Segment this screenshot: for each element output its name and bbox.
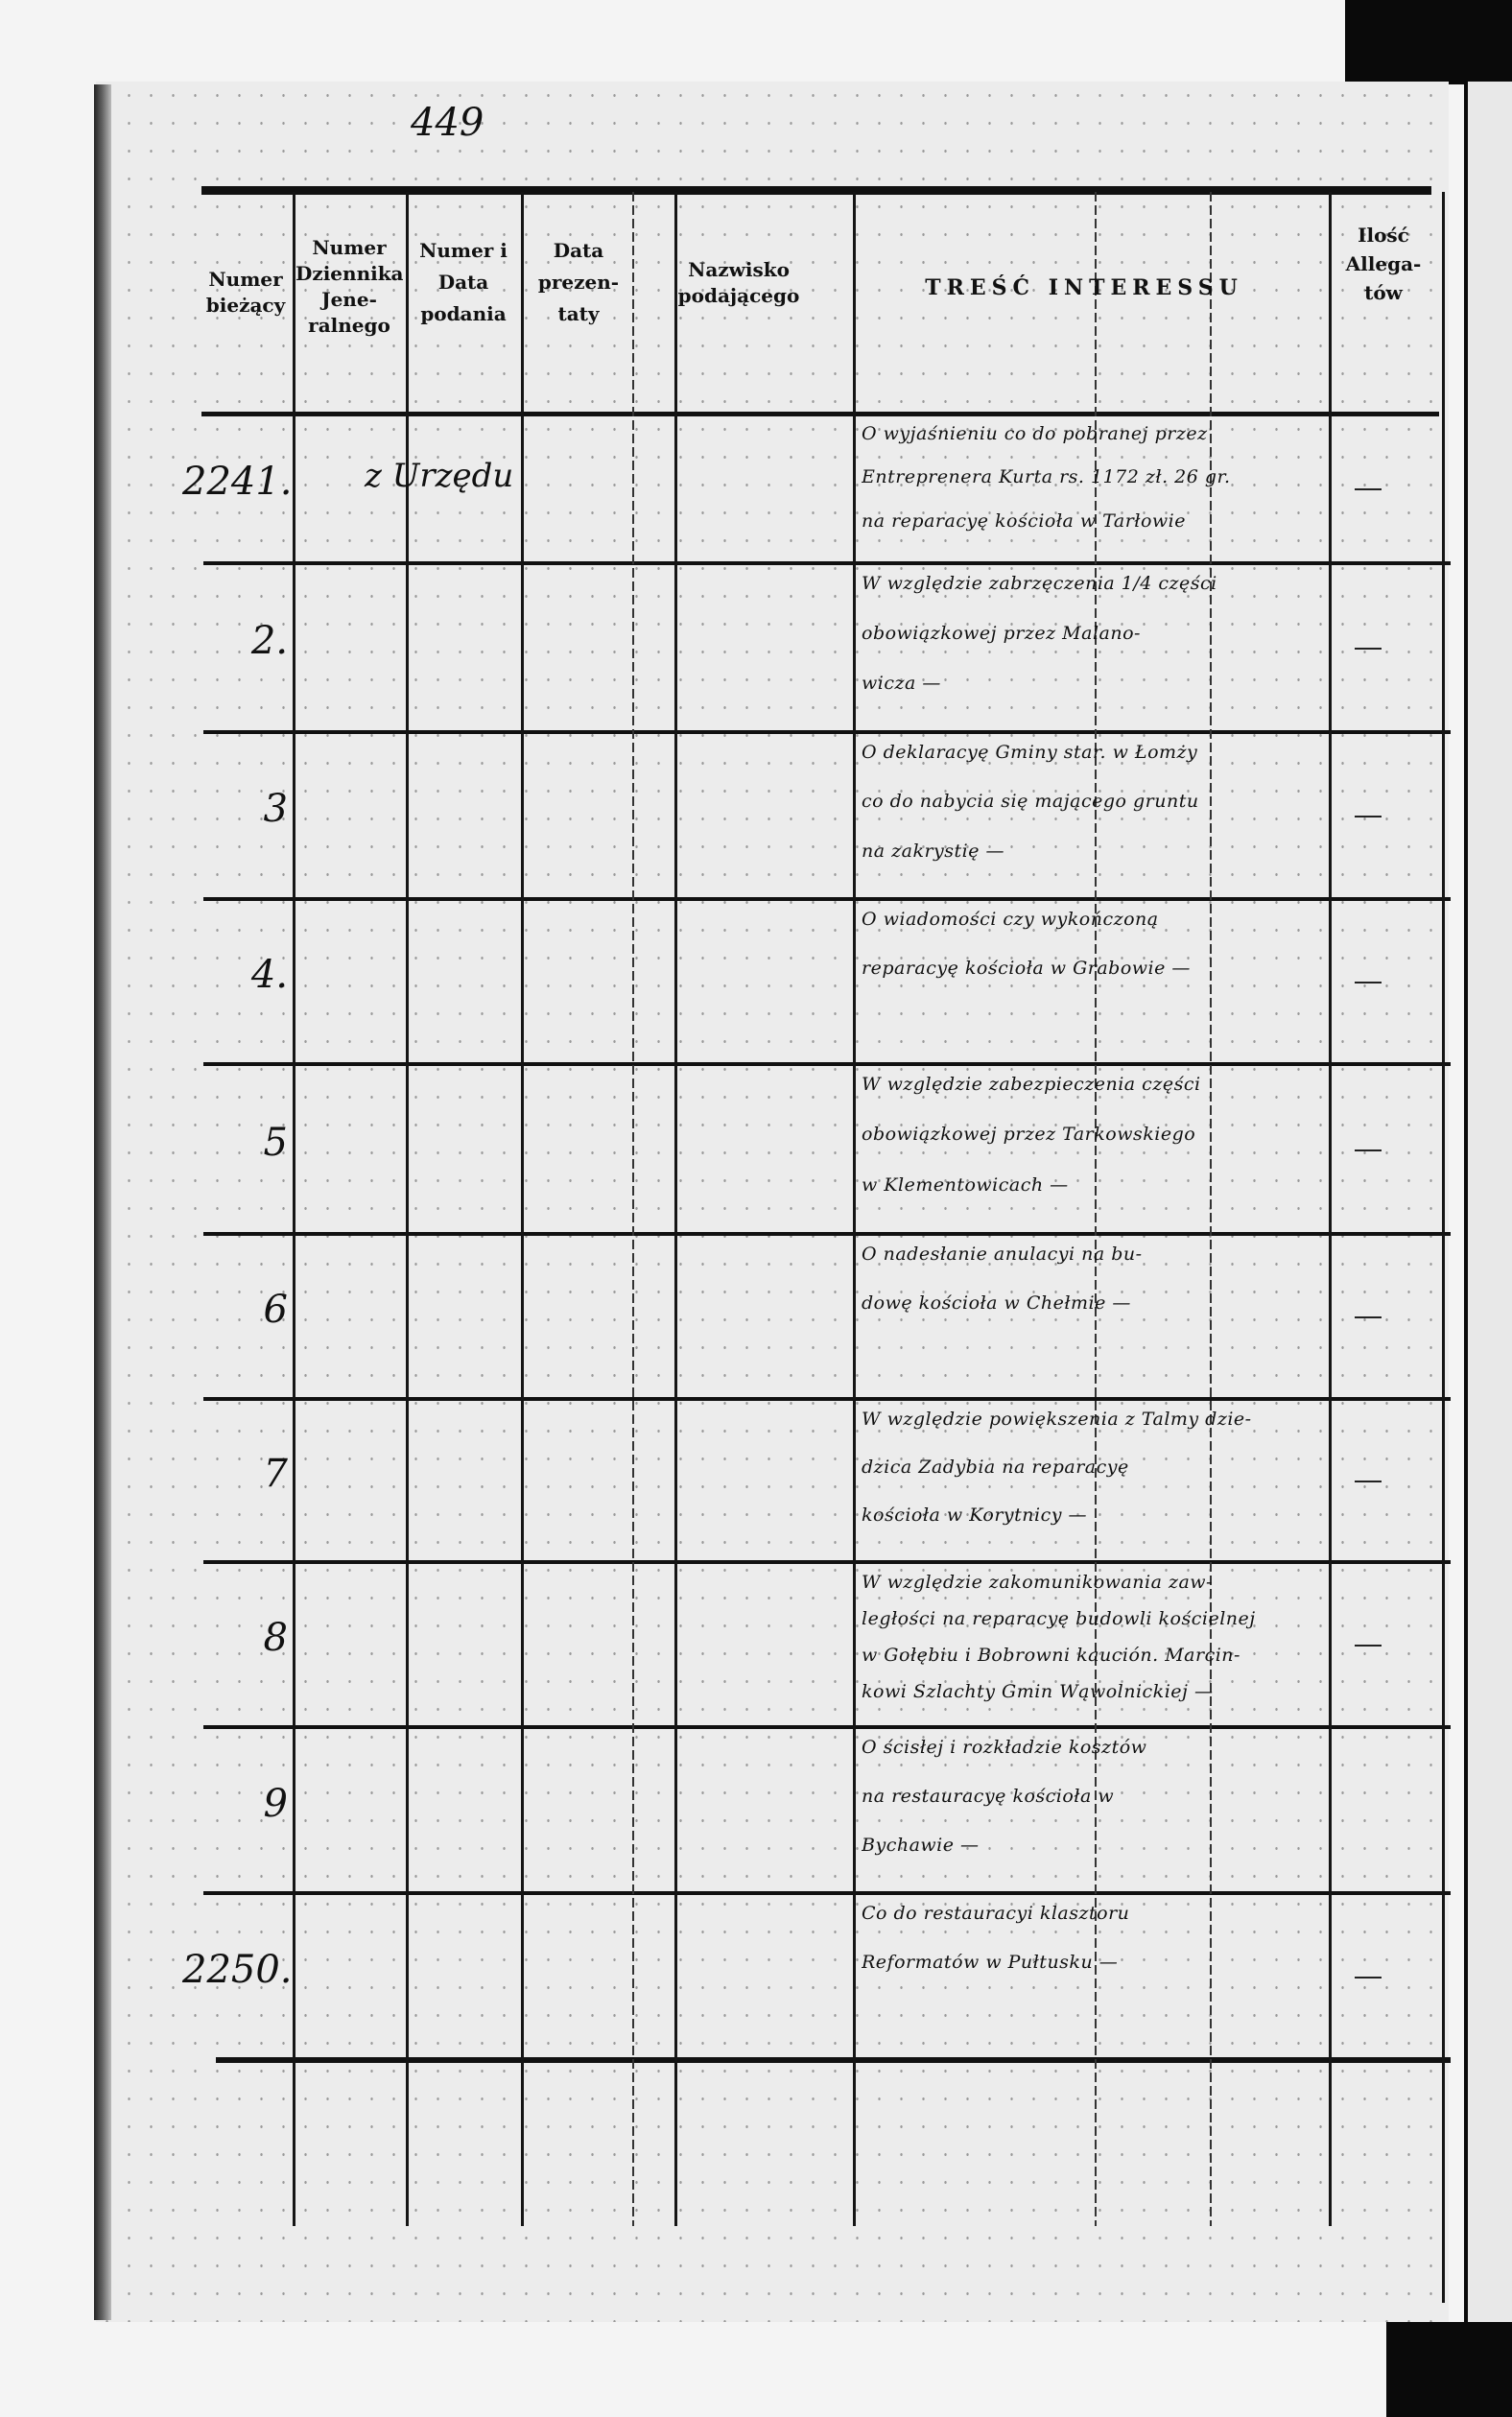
header-ilosc-allegatow: Ilość Allega-tów (1345, 224, 1422, 304)
row-content-line: kościoła w Korytnicy — (862, 1505, 1087, 1526)
row-number: 2250. (182, 1947, 293, 1992)
row-content-line: na zakrystię — (862, 840, 1005, 862)
row-content-line: W względzie zabrzęczenia 1/4 części (862, 573, 1217, 594)
row-content-line: w Klementowicach — (862, 1173, 1069, 1196)
row-content-line: Co do restauracyi klasztoru (862, 1903, 1130, 1924)
header-bottom-rule (201, 412, 1439, 416)
header-data-prezentaty: Data prezen-taty (537, 239, 620, 325)
row-content-line: co do nabycia się mającego gruntu (862, 791, 1199, 813)
row-content-line: obowiązkowej przez Tarkowskiego (862, 1124, 1196, 1146)
header-numer-biezacy: Numer bieżący (205, 268, 286, 317)
row-divider (203, 897, 1451, 901)
column-divider (1329, 192, 1332, 2226)
column-divider (674, 192, 677, 2226)
row-number: 3 (263, 787, 288, 831)
allegaty-dash (1355, 1481, 1382, 1482)
row-content-line: W względzie zakomunikowania zaw- (862, 1572, 1213, 1593)
row-source: z Urzędu (365, 457, 514, 495)
row-content-line: dzica Zadybia na reparacyę (862, 1457, 1129, 1478)
row-content-line: kowi Szlachty Gmin Wąwolnickiej — (862, 1681, 1214, 1702)
row-divider (203, 1725, 1451, 1729)
page-number: 449 (411, 101, 484, 145)
row-content-line: reparacyę kościoła w Grabowie — (862, 957, 1191, 979)
row-number: 8 (263, 1616, 288, 1660)
row-content-line: w Gołębiu i Bobrowni kaución. Marcin- (862, 1645, 1240, 1666)
row-divider (203, 1891, 1451, 1895)
ledger-page (96, 82, 1449, 2322)
row-content-line: W względzie powiększenia z Talmy dzie- (862, 1409, 1252, 1430)
row-number: 4. (250, 953, 288, 997)
row-number: 7 (263, 1452, 288, 1496)
row-number: 2. (250, 619, 288, 663)
row-number: 5 (263, 1120, 288, 1165)
scan-background-bottom-right (1386, 2322, 1512, 2417)
row-content-line: Reformatów w Pułtusku — (862, 1952, 1119, 1973)
row-content-line: na reparacyę kościoła w Tarłowie (862, 509, 1186, 532)
row-content-line: dowę kościoła w Chełmie — (862, 1291, 1131, 1314)
column-divider (1442, 192, 1445, 2303)
column-divider (406, 192, 409, 2226)
row-content-line: O wiadomości czy wykończoną (862, 909, 1159, 930)
column-divider (853, 192, 856, 2226)
row-content-line: O ścisłej i rozkładzie kosztów (862, 1737, 1147, 1758)
row-number: 9 (263, 1781, 288, 1826)
allegaty-dash (1355, 1316, 1382, 1318)
column-divider (632, 192, 634, 2226)
allegaty-dash (1355, 488, 1382, 490)
header-tresc-interessu: TREŚĆ INTERESSU (925, 275, 1243, 300)
row-content-line: wicza — (862, 673, 941, 694)
row-number: 6 (263, 1288, 288, 1332)
allegaty-dash (1355, 1976, 1382, 1979)
row-content-line: obowiązkowej przez Malano- (862, 623, 1141, 644)
row-content-line: W względzie zabezpieczenia części (862, 1074, 1201, 1095)
column-divider (1095, 192, 1097, 2226)
row-content-line: ległości na reparacyę budowli kościelnej (862, 1608, 1256, 1629)
facing-page-edge (1468, 82, 1512, 2322)
header-top-rule (201, 186, 1431, 195)
page-binding-edge (94, 84, 111, 2320)
row-divider (203, 1397, 1451, 1401)
header-numer-data-podania: Numer i Data podania (419, 239, 508, 325)
row-content-line: Entreprenera Kurta rs. 1172 zł. 26 gr. (862, 466, 1231, 488)
header-numer-dziennika: Numer Dziennika Jene-ralnego (295, 236, 404, 337)
column-divider (1210, 192, 1212, 2226)
row-divider (203, 730, 1451, 734)
row-content-line: Bychawie — (862, 1835, 980, 1856)
allegaty-dash (1355, 1645, 1382, 1647)
row-divider (203, 1062, 1451, 1066)
allegaty-dash (1355, 816, 1382, 818)
row-content-line: O deklaracyę Gminy star. w Łomży (862, 742, 1198, 763)
row-number: 2241. (182, 460, 293, 504)
row-divider (216, 2057, 1451, 2063)
column-divider (521, 192, 524, 2226)
row-content-line: O nadesłanie anulacyi na bu- (862, 1244, 1143, 1265)
row-divider (203, 1560, 1451, 1564)
column-divider (293, 192, 295, 2226)
row-content-line: O wyjaśnieniu co do pobranej przez (862, 423, 1208, 444)
allegaty-dash (1355, 1149, 1382, 1151)
allegaty-dash (1355, 982, 1382, 983)
header-nazwisko: Nazwisko podającego (677, 258, 800, 307)
row-divider (203, 561, 1451, 565)
row-divider (203, 1232, 1451, 1236)
row-content-line: na restauracyę kościoła w (862, 1786, 1115, 1807)
allegaty-dash (1355, 648, 1382, 650)
